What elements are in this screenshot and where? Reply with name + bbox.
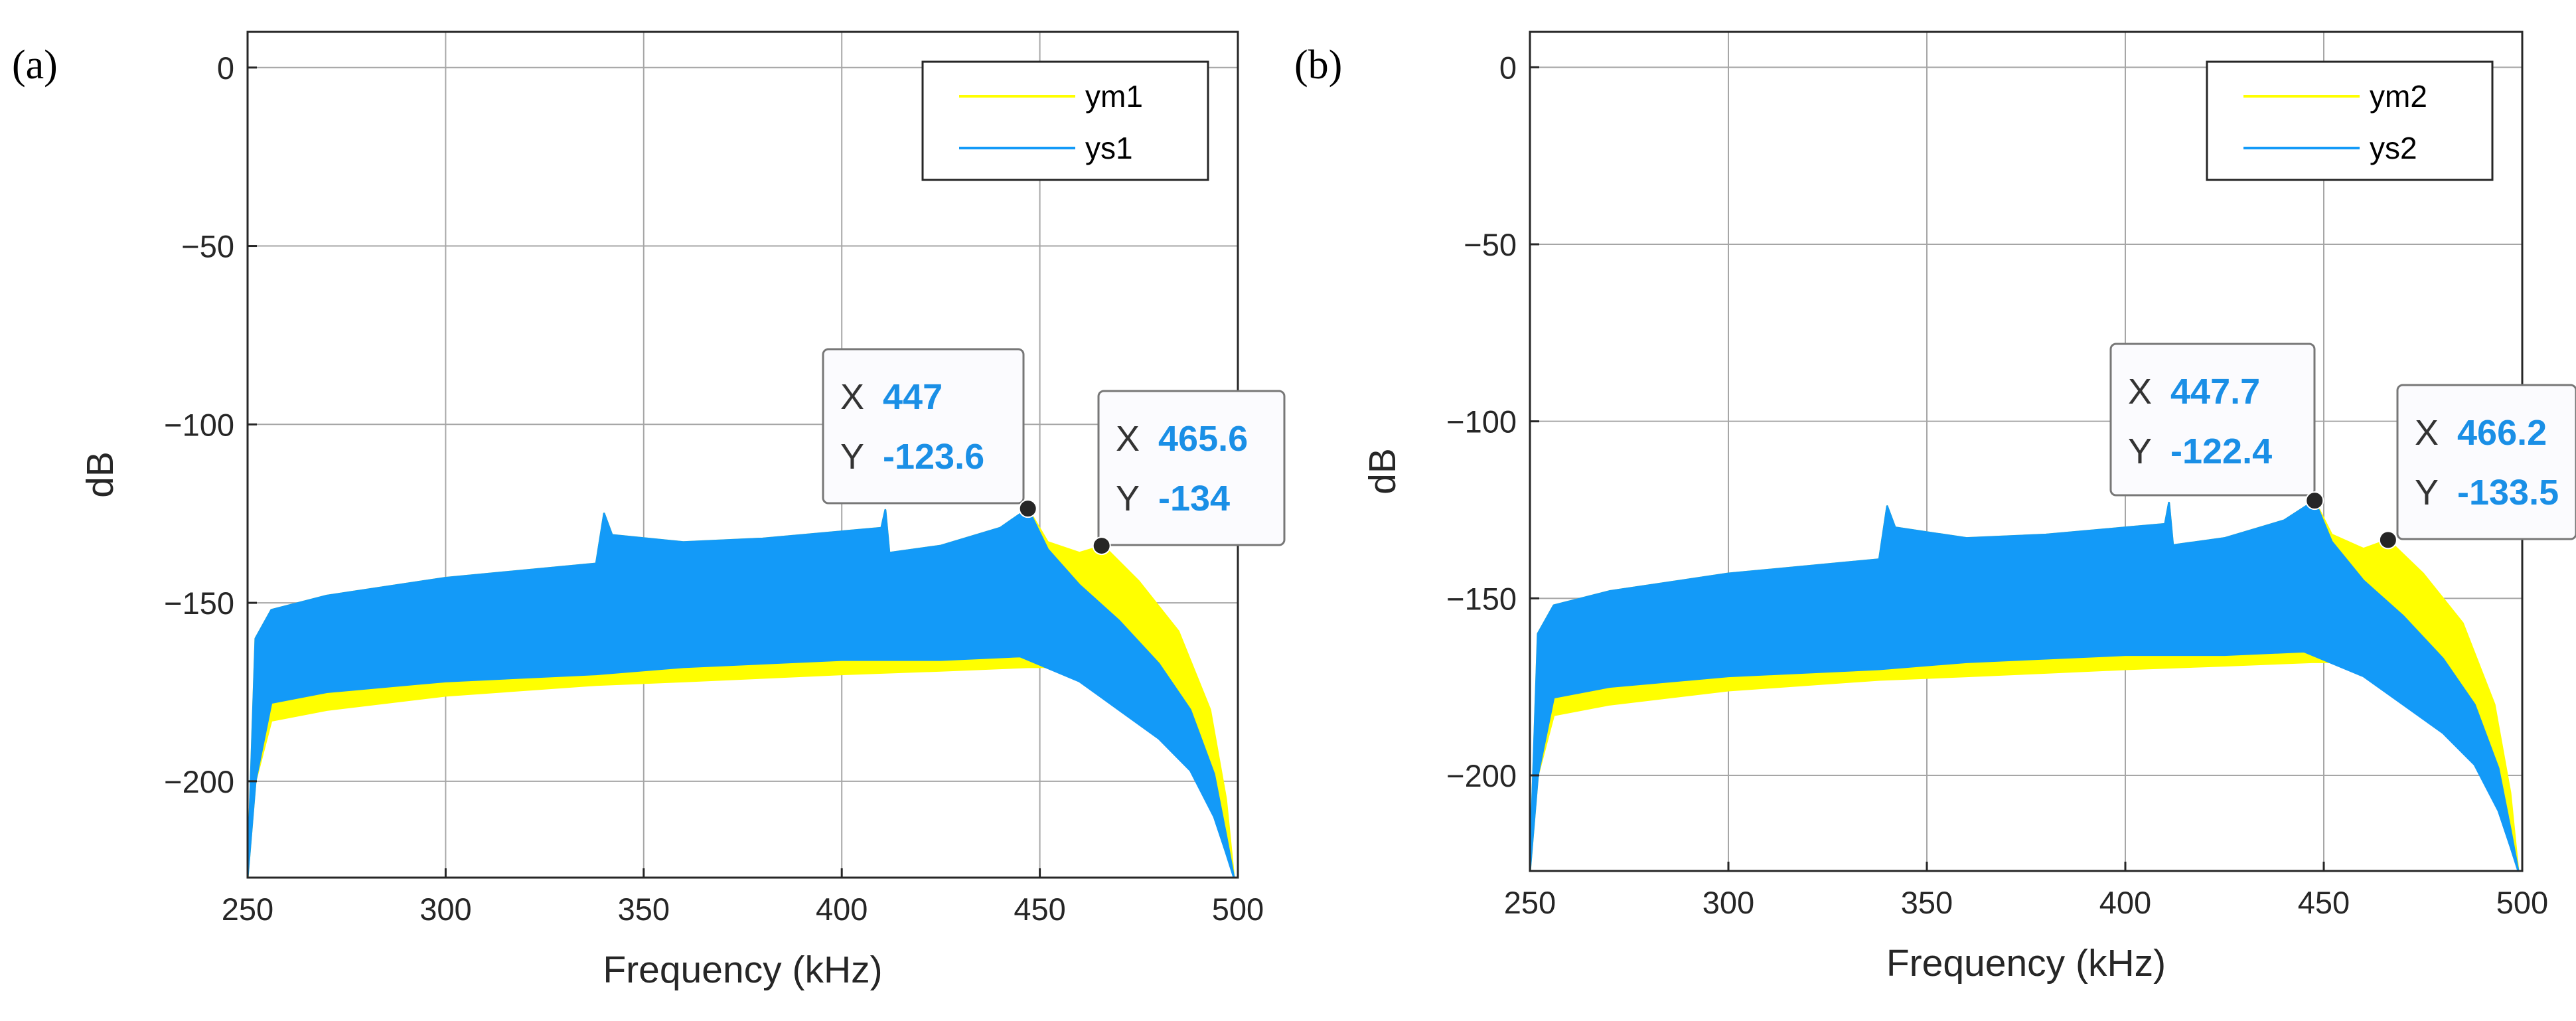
y-tick-label--150: −150 <box>1446 581 1517 616</box>
legend-label-ym2: ym2 <box>2370 79 2427 114</box>
datatip-x-key: X <box>1116 419 1140 459</box>
y-tick-label--200: −200 <box>1446 758 1517 793</box>
datatip-marker <box>1092 536 1111 556</box>
datatip-y-key: Y <box>840 437 864 477</box>
x-tick-label-500: 500 <box>2496 885 2548 920</box>
y-tick-label-0: 0 <box>1499 50 1517 85</box>
datatip-y-key: Y <box>2128 432 2152 471</box>
datatip-marker <box>2305 491 2324 510</box>
datatip-y-key: Y <box>1116 479 1140 518</box>
chart-panel-1: 250 300 350 400 450 500 0 −50 −100 −150 −200 Freque… <box>12 31 1286 991</box>
series-ys2 <box>1529 499 2520 872</box>
y-tick-label--200: −200 <box>164 764 234 799</box>
datatip-box <box>822 348 1025 505</box>
legend-label-ym1: ym1 <box>1085 79 1143 114</box>
x-tick-label-500: 500 <box>1212 892 1264 927</box>
y-tick-label--150: −150 <box>164 586 234 621</box>
datatip-x-key: X <box>840 377 864 417</box>
panel-label: (a) <box>12 42 58 88</box>
legend-box <box>921 60 1209 181</box>
legend-label-ys1: ys1 <box>1085 131 1133 165</box>
legend: ym1 ys1 <box>921 60 1209 181</box>
legend-label-ys2: ys2 <box>2370 131 2417 165</box>
x-tick-label-300: 300 <box>419 892 471 927</box>
y-axis-label: dB <box>1361 448 1404 495</box>
x-axis-label: Frequency (kHz) <box>1886 942 2166 984</box>
datatip-x-key: X <box>2128 372 2152 412</box>
y-tick-label--50: −50 <box>1464 227 1517 262</box>
datatip-y-value: -133.5 <box>2457 473 2559 512</box>
x-tick-label-300: 300 <box>1703 885 1754 920</box>
datatip-marker <box>1018 499 1037 518</box>
datatip-y-value: -122.4 <box>2170 432 2272 471</box>
y-tick-label--100: −100 <box>164 407 234 442</box>
datatip-x-value: 447.7 <box>2170 372 2260 412</box>
datatip-box <box>1097 390 1286 546</box>
y-tick-label--100: −100 <box>1446 404 1517 439</box>
datatip-x-key: X <box>2415 413 2439 453</box>
x-tick-label-350: 350 <box>1901 885 1953 920</box>
datatip-2: X 465.6 Y -134 <box>1092 390 1286 556</box>
y-tick-label--50: −50 <box>181 229 234 264</box>
chart-panel-2: 250 300 350 400 450 500 0 −50 −100 −150 −200 Freque… <box>1294 31 2576 984</box>
x-tick-label-450: 450 <box>1014 892 1065 927</box>
x-tick-label-250: 250 <box>1504 885 1556 920</box>
datatip-2: X 466.2 Y -133.5 <box>2378 384 2576 550</box>
x-tick-label-400: 400 <box>816 892 868 927</box>
x-tick-label-250: 250 <box>222 892 273 927</box>
datatip-box <box>2396 384 2576 540</box>
datatip-y-key: Y <box>2415 473 2439 512</box>
datatip-1: X 447.7 Y -122.4 <box>2109 343 2324 510</box>
datatip-x-value: 465.6 <box>1158 419 1248 459</box>
legend: ym2 ys2 <box>2206 60 2494 181</box>
datatip-box <box>2109 343 2316 497</box>
y-tick-label-0: 0 <box>217 50 234 86</box>
datatip-y-value: -123.6 <box>883 437 984 477</box>
datatip-x-value: 447 <box>883 377 943 417</box>
datatip-x-value: 466.2 <box>2457 413 2547 453</box>
x-axis-label: Frequency (kHz) <box>603 949 882 991</box>
y-axis-label: dB <box>79 451 121 498</box>
legend-box <box>2206 60 2494 181</box>
datatip-1: X 447 Y -123.6 <box>822 348 1037 518</box>
x-tick-label-450: 450 <box>2298 885 2350 920</box>
panel-label: (b) <box>1294 42 1342 88</box>
x-tick-label-350: 350 <box>618 892 670 927</box>
datatip-y-value: -134 <box>1158 479 1230 518</box>
x-tick-label-400: 400 <box>2099 885 2151 920</box>
datatip-marker <box>2378 530 2397 550</box>
series-ys1 <box>246 507 1235 879</box>
